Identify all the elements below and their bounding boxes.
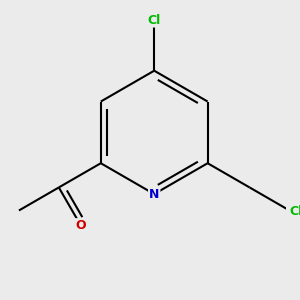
Text: Cl: Cl (148, 14, 161, 26)
Text: O: O (76, 219, 86, 232)
Text: N: N (149, 188, 159, 201)
Text: Cl: Cl (290, 205, 300, 218)
